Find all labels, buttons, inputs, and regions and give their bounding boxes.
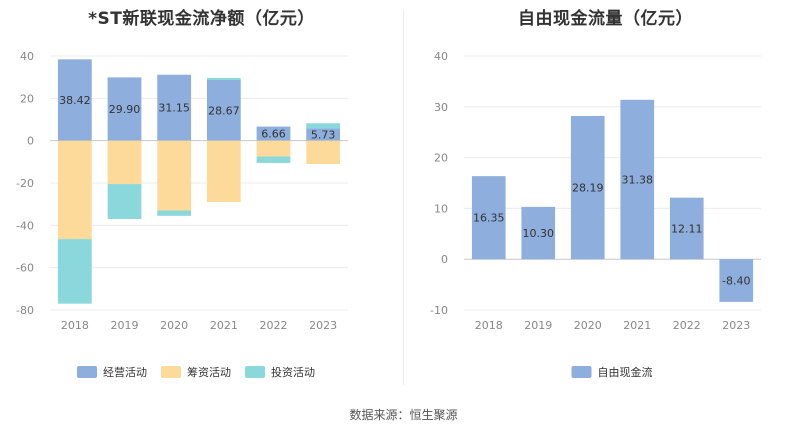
data-source: 数据来源：恒生聚源: [349, 408, 458, 422]
data-label: 6.66: [261, 128, 286, 141]
legend-swatch: [161, 366, 181, 378]
chart-title: *ST新联现金流净额（亿元）: [88, 9, 315, 29]
x-tick-label: 2021: [623, 319, 651, 332]
net-cashflow-chart: *ST新联现金流净额（亿元） 40 20 0 -20 -40 -60 -80 2018 2019…: [0, 0, 403, 395]
data-label: 31.15: [158, 102, 190, 115]
x-tick-label: 2021: [210, 319, 238, 332]
y-tick-label: -10: [430, 304, 448, 317]
bar: [107, 140, 142, 185]
data-label: 10.30: [523, 227, 555, 240]
chart-title: 自由现金流量（亿元）: [518, 9, 693, 29]
x-tick-label: 2022: [260, 319, 288, 332]
bar: [306, 128, 341, 141]
y-tick-label: 40: [434, 50, 448, 63]
legend-swatch: [245, 366, 265, 378]
y-tick-label: 0: [441, 253, 448, 266]
x-tick-label: 2019: [111, 319, 139, 332]
bar: [57, 59, 92, 141]
legend-swatch: [571, 366, 592, 378]
bar: [256, 156, 291, 163]
panel-divider: [403, 10, 404, 385]
x-tick-label: 2018: [61, 319, 89, 332]
bar: [157, 210, 192, 216]
y-tick-label: 20: [434, 152, 448, 165]
bar: [719, 259, 754, 302]
y-tick-label: -60: [16, 262, 34, 275]
bar: [570, 115, 605, 260]
x-tick-label: 2020: [574, 319, 602, 332]
data-label: -8.40: [722, 275, 750, 288]
x-tick-label: 2018: [475, 319, 503, 332]
y-tick-label: 30: [434, 101, 448, 114]
legend-label: 经营活动: [103, 365, 147, 379]
data-label: 28.67: [208, 104, 240, 117]
bar: [256, 126, 291, 141]
x-tick-label: 2023: [309, 319, 337, 332]
y-tick-label: 10: [434, 202, 448, 215]
x-tick-label: 2023: [722, 319, 750, 332]
x-tick-label: 2022: [673, 319, 701, 332]
free-cashflow-chart: 自由现金流量（亿元） 40 30 20 10 0 -10 2018 2019 2020 2021 2…: [404, 0, 807, 395]
legend-swatch: [77, 366, 97, 378]
data-label: 29.90: [109, 103, 141, 116]
bar: [107, 77, 142, 141]
bar: [521, 206, 556, 260]
data-label: 16.35: [473, 212, 505, 225]
y-tick-label: 0: [27, 135, 34, 148]
x-tick-label: 2019: [524, 319, 552, 332]
y-tick-label: 20: [20, 92, 34, 105]
y-tick-label: 40: [20, 50, 34, 63]
data-label: 12.11: [671, 222, 703, 235]
bar: [206, 79, 241, 141]
bar: [669, 197, 704, 260]
bar: [306, 123, 341, 129]
bar: [206, 77, 241, 80]
bar: [256, 140, 291, 157]
data-label: 28.19: [572, 182, 604, 195]
y-tick-label: -40: [16, 219, 34, 232]
legend-label: 自由现金流: [598, 365, 653, 379]
bar: [157, 74, 192, 141]
y-tick-label: -20: [16, 177, 34, 190]
bar: [157, 140, 192, 211]
bar: [107, 184, 142, 219]
legend-label: 筹资活动: [187, 365, 231, 379]
bar: [57, 239, 92, 304]
data-label: 5.73: [311, 129, 336, 142]
x-tick-label: 2020: [160, 319, 188, 332]
free-cashflow-plot: 40 30 20 10 0 -10 2018 2019 2020 2021 2022 2023 16.3…: [430, 50, 761, 379]
bar: [57, 140, 92, 240]
y-tick-label: -80: [16, 304, 34, 317]
data-label: 38.42: [59, 94, 91, 107]
bar: [306, 140, 341, 164]
bar: [471, 176, 506, 260]
data-label: 31.38: [622, 173, 654, 186]
bar: [620, 99, 655, 260]
legend-label: 投资活动: [271, 365, 315, 379]
net-cashflow-plot: 40 20 0 -20 -40 -60 -80 2018 2019 2020 2021 2022 202…: [16, 50, 348, 379]
bar: [206, 140, 241, 203]
